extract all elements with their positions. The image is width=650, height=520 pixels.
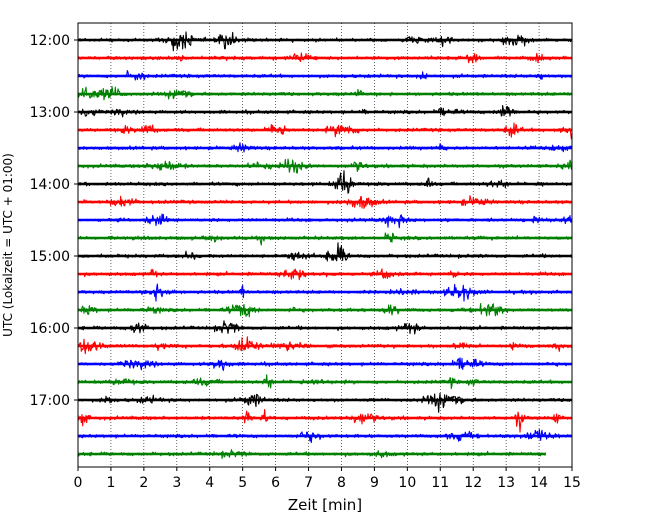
x-tick-label-13: 13 <box>497 475 515 491</box>
x-tick-label-14: 14 <box>530 475 548 491</box>
x-tick-label-10: 10 <box>398 475 416 491</box>
x-tick-label-15: 15 <box>563 475 581 491</box>
x-tick-label-5: 5 <box>238 475 247 491</box>
x-tick-label-11: 11 <box>431 475 449 491</box>
x-tick-label-6: 6 <box>271 475 280 491</box>
y-tick-label-1400: 14:00 <box>30 177 70 193</box>
x-tick-label-8: 8 <box>337 475 346 491</box>
x-tick-label-7: 7 <box>304 475 313 491</box>
y-tick-label-1500: 15:00 <box>30 249 70 265</box>
x-tick-label-0: 0 <box>74 475 83 491</box>
x-tick-label-4: 4 <box>205 475 214 491</box>
x-axis-label: Zeit [min] <box>288 496 362 514</box>
y-tick-label-1300: 13:00 <box>30 105 70 121</box>
y-tick-label-1700: 17:00 <box>30 393 70 409</box>
x-tick-label-9: 9 <box>370 475 379 491</box>
y-axis-label: UTC (Lokalzeit = UTC + 01:00) <box>1 153 15 337</box>
vertical-gridlines <box>110 23 540 467</box>
x-tick-label-3: 3 <box>172 475 181 491</box>
y-tick-label-1600: 16:00 <box>30 321 70 337</box>
x-tick-label-1: 1 <box>106 475 115 491</box>
y-tick-label-1200: 12:00 <box>30 33 70 49</box>
plot-frame <box>77 22 573 468</box>
y-axis-ticks: 12:00 13:00 14:00 15:00 16:00 17:00 <box>30 33 78 409</box>
x-tick-label-2: 2 <box>139 475 148 491</box>
seismogram-traces <box>77 31 573 460</box>
x-tick-label-12: 12 <box>464 475 482 491</box>
x-axis-ticks: 0 1 2 3 4 5 6 7 8 9 10 11 12 13 14 15 <box>74 467 581 491</box>
